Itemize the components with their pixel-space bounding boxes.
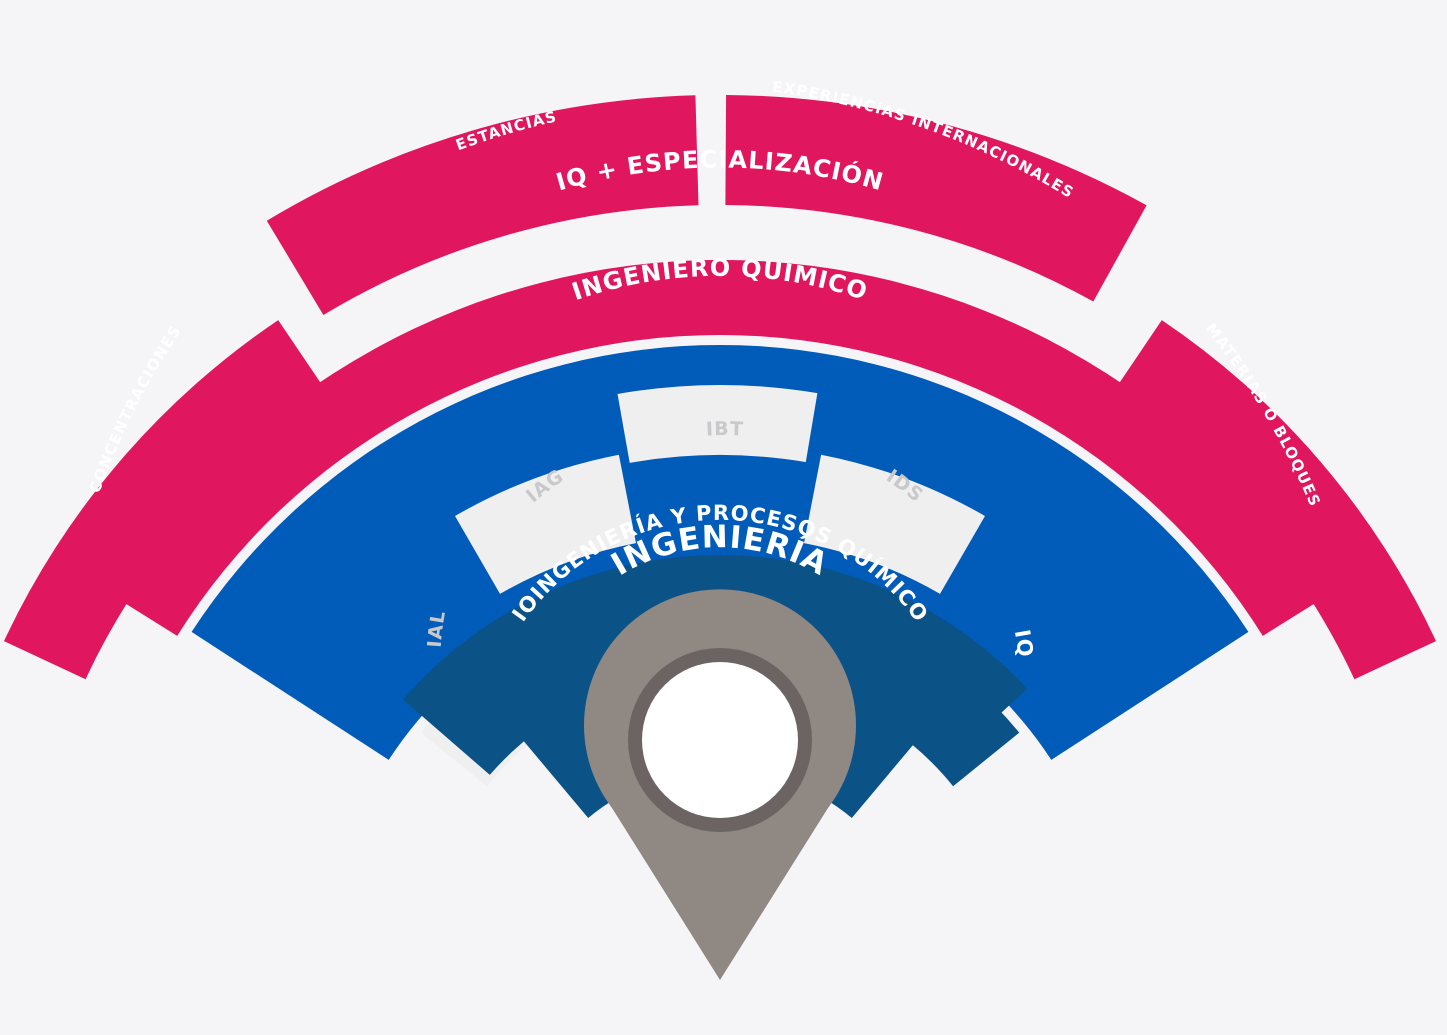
segment-concentraciones bbox=[4, 320, 329, 680]
segment-ibt bbox=[617, 385, 818, 463]
segment-ids bbox=[804, 454, 985, 594]
segment-materias bbox=[1111, 320, 1436, 680]
major-label-iq: IQ bbox=[1010, 628, 1038, 659]
major-label-ial: IAL bbox=[424, 609, 450, 649]
segment-estancias bbox=[266, 95, 699, 315]
location-pin-icon bbox=[584, 589, 857, 980]
major-label-ibt: IBT bbox=[705, 418, 744, 441]
segment-iag bbox=[455, 454, 636, 594]
segment-specialization bbox=[113, 259, 1327, 636]
segment-experiencias bbox=[725, 95, 1147, 302]
